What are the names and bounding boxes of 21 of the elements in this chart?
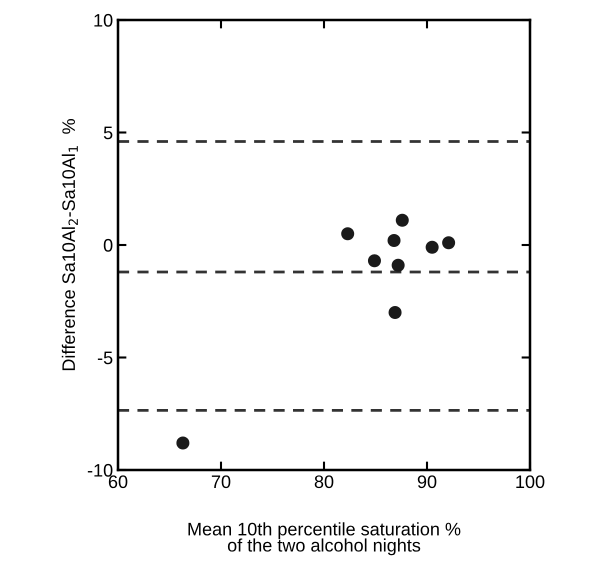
x-tick-label: 100 bbox=[516, 475, 544, 488]
point bbox=[368, 254, 381, 268]
point bbox=[392, 258, 405, 272]
y-axis-title: Difference Sa10Al$_{2}$-Sa10Al$_{1}$ % bbox=[62, 119, 78, 370]
point bbox=[426, 240, 439, 254]
x-axis-title: Mean 10th percentile saturation % of the two alcohol nights bbox=[188, 522, 460, 556]
y-tick-label: 10 bbox=[94, 14, 112, 27]
x-tick-label: 60 bbox=[108, 475, 128, 488]
y-tick-label: -10 bbox=[88, 464, 112, 477]
point bbox=[396, 214, 409, 227]
y-tick-label: -5 bbox=[98, 352, 112, 364]
point bbox=[176, 436, 190, 450]
point bbox=[341, 227, 354, 240]
point bbox=[388, 306, 402, 320]
x-tick-label: 70 bbox=[212, 475, 230, 488]
point bbox=[442, 236, 456, 250]
x-tick-label: 80 bbox=[314, 475, 334, 488]
x-tick-label: 90 bbox=[418, 475, 436, 488]
y-tick-label: 0 bbox=[104, 238, 112, 252]
y-tick-label: 5 bbox=[104, 126, 112, 140]
point bbox=[388, 234, 401, 248]
